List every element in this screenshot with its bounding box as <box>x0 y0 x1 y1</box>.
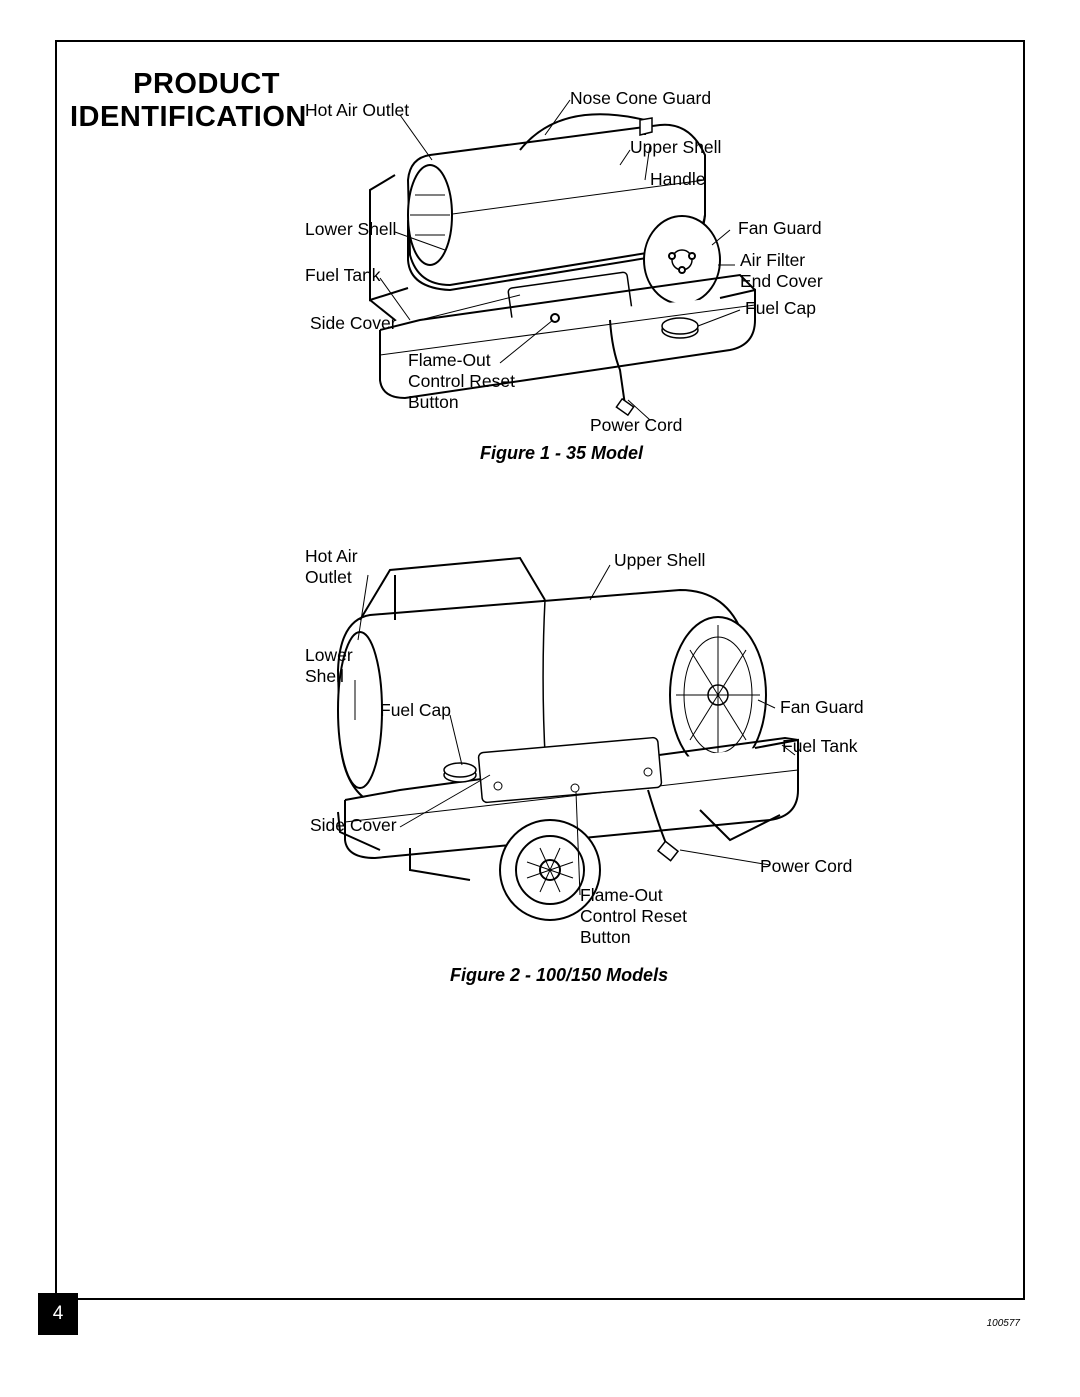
label-fan-guard-1: Fan Guard <box>738 218 822 239</box>
document-id: 100577 <box>987 1318 1020 1329</box>
figure-1-caption: Figure 1 - 35 Model <box>480 443 643 464</box>
label-lower-shell-2: Lower Shell <box>305 645 353 687</box>
label-fuel-tank-2: Fuel Tank <box>782 736 858 757</box>
label-fan-guard-2: Fan Guard <box>780 697 864 718</box>
label-fuel-tank-1: Fuel Tank <box>305 265 381 286</box>
page: PRODUCT IDENTIFICATION <box>0 0 1080 1397</box>
label-fuel-cap-1: Fuel Cap <box>745 298 816 319</box>
label-flame-out-1: Flame-Out Control Reset Button <box>408 350 515 413</box>
label-power-cord-2: Power Cord <box>760 856 852 877</box>
label-lower-shell-1: Lower Shell <box>305 219 396 240</box>
label-nose-cone-guard: Nose Cone Guard <box>570 88 711 109</box>
label-fuel-cap-2: Fuel Cap <box>380 700 451 721</box>
label-hot-air-outlet-2: Hot Air Outlet <box>305 546 358 588</box>
page-number: 4 <box>38 1293 78 1335</box>
section-title: PRODUCT IDENTIFICATION <box>70 68 280 135</box>
label-side-cover-1: Side Cover <box>310 313 397 334</box>
label-side-cover-2: Side Cover <box>310 815 397 836</box>
label-power-cord-1: Power Cord <box>590 415 682 436</box>
figure-2-caption: Figure 2 - 100/150 Models <box>450 965 668 986</box>
label-upper-shell-1: Upper Shell <box>630 137 721 158</box>
label-flame-out-2: Flame-Out Control Reset Button <box>580 885 687 948</box>
label-upper-shell-2: Upper Shell <box>614 550 705 571</box>
label-hot-air-outlet-1: Hot Air Outlet <box>305 100 409 121</box>
page-frame <box>55 40 1025 1300</box>
label-handle: Handle <box>650 169 705 190</box>
label-air-filter: Air Filter End Cover <box>740 250 823 292</box>
